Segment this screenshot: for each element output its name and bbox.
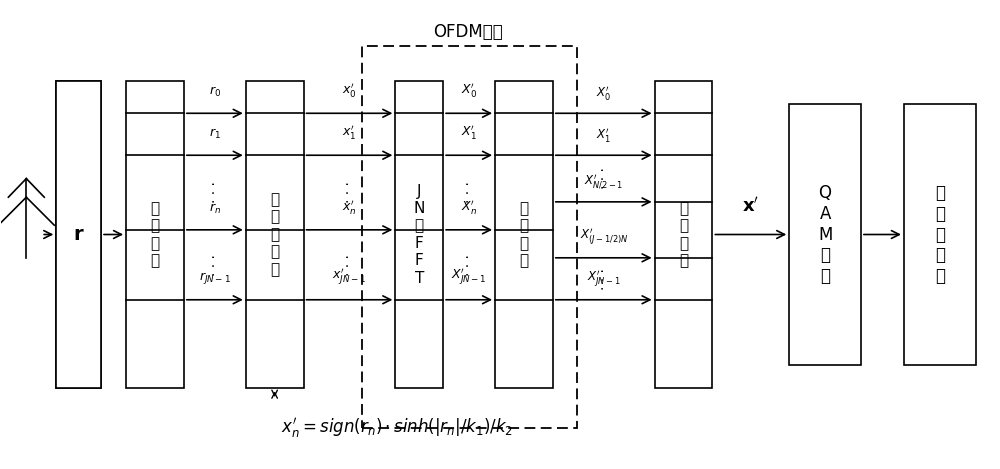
- Text: $r_n$: $r_n$: [209, 202, 221, 216]
- Text: $X_{N/2-1}^{\prime}$: $X_{N/2-1}^{\prime}$: [584, 173, 623, 190]
- Text: · · ·: · · ·: [597, 268, 611, 290]
- Text: $X_{JN-1}^{\prime}$: $X_{JN-1}^{\prime}$: [587, 268, 621, 288]
- FancyBboxPatch shape: [246, 81, 304, 388]
- Text: $x_0^{\prime}$: $x_0^{\prime}$: [342, 81, 357, 99]
- Text: 串
并
变
换: 串 并 变 换: [150, 201, 160, 268]
- Text: $\mathbf{x^{\prime}}$: $\mathbf{x^{\prime}}$: [742, 197, 759, 216]
- FancyBboxPatch shape: [655, 81, 712, 388]
- FancyBboxPatch shape: [56, 81, 101, 388]
- Text: $r_1$: $r_1$: [209, 127, 221, 141]
- Text: $X_{JN-1}^{\prime}$: $X_{JN-1}^{\prime}$: [451, 266, 487, 286]
- Text: $X_1^{\prime}$: $X_1^{\prime}$: [596, 126, 611, 144]
- Text: OFDM解调: OFDM解调: [433, 23, 503, 41]
- Text: · · ·: · · ·: [342, 182, 356, 204]
- Text: $r_0$: $r_0$: [209, 85, 221, 99]
- Text: $X_1^{\prime}$: $X_1^{\prime}$: [461, 123, 477, 141]
- Text: 并
串
变
换: 并 串 变 换: [679, 201, 688, 268]
- Text: 解
压
扩
变
换: 解 压 扩 变 换: [270, 192, 279, 277]
- Text: · · ·: · · ·: [462, 254, 476, 276]
- FancyBboxPatch shape: [126, 81, 184, 388]
- Text: 去
过
采
样: 去 过 采 样: [519, 201, 528, 268]
- Text: · · ·: · · ·: [208, 254, 222, 276]
- FancyBboxPatch shape: [904, 104, 976, 365]
- Text: $\mathbf{r}$: $\mathbf{r}$: [73, 225, 84, 244]
- Text: $x_n^{\prime} = sign(r_n) \cdot sinh(|r_n| / k_1) / k_2$: $x_n^{\prime} = sign(r_n) \cdot sinh(|r_…: [281, 416, 513, 439]
- Text: $x_{JN-1}^{\prime}$: $x_{JN-1}^{\prime}$: [332, 266, 367, 286]
- Text: · · ·: · · ·: [597, 167, 611, 189]
- Text: J
N
点
F
F
T: J N 点 F F T: [414, 183, 425, 286]
- Text: $X_0^{\prime}$: $X_0^{\prime}$: [596, 83, 611, 102]
- Text: $X_{(J-1/2)N}^{\prime}$: $X_{(J-1/2)N}^{\prime}$: [580, 226, 628, 246]
- Text: $X_0^{\prime}$: $X_0^{\prime}$: [461, 81, 477, 99]
- Text: $x_n^{\prime}$: $x_n^{\prime}$: [342, 198, 357, 216]
- Text: Q
A
M
解
调: Q A M 解 调: [818, 184, 832, 285]
- FancyBboxPatch shape: [495, 81, 553, 388]
- Text: · · ·: · · ·: [462, 182, 476, 204]
- Text: $X_n^{\prime}$: $X_n^{\prime}$: [461, 198, 477, 216]
- Text: · · ·: · · ·: [208, 182, 222, 204]
- Text: 统
计
误
码
率: 统 计 误 码 率: [935, 184, 945, 285]
- FancyBboxPatch shape: [789, 104, 861, 365]
- FancyBboxPatch shape: [395, 81, 443, 388]
- Text: $x_1^{\prime}$: $x_1^{\prime}$: [342, 123, 357, 141]
- Text: $r_{JN-1}$: $r_{JN-1}$: [199, 270, 231, 286]
- FancyBboxPatch shape: [56, 81, 101, 388]
- Text: · · ·: · · ·: [342, 254, 356, 276]
